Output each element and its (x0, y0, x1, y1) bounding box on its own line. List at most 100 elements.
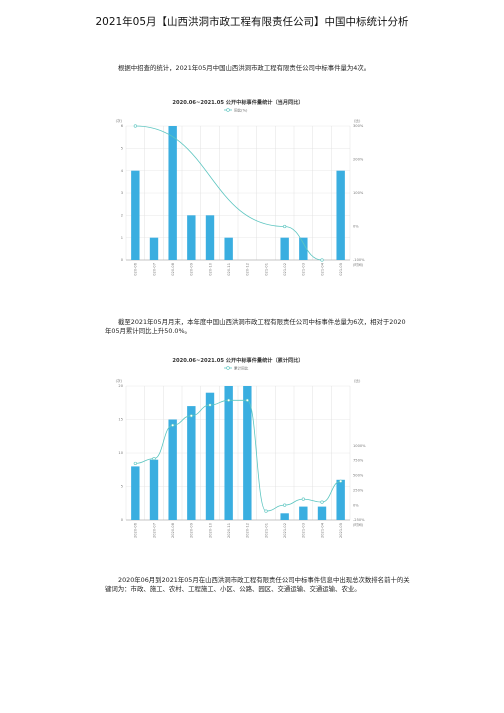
x-tick-label: 2020-06 (134, 262, 138, 276)
bar-2020-09 (187, 215, 196, 260)
chart-title: 2020.06~2021.05 公开中标事件量统计（累计同比） (172, 356, 303, 364)
bar-2020-08 (168, 419, 177, 520)
x-tick-label: 2021-03 (302, 523, 306, 538)
y-tick-label-left: 10 (118, 451, 123, 455)
x-tick-label: 2021-02 (283, 263, 287, 276)
chart-cumulative-svg: 2020.06~2021.05 公开中标事件量统计（累计同比）累计同比 (次) (比… (116, 356, 367, 538)
y-tick-label-left: 2 (121, 214, 123, 218)
bar-2020-06 (131, 170, 140, 260)
paragraph-keywords-text: 2020年06月到2021年05月在山西洪洞市政工程有限责任公司中标事件信息中出… (105, 576, 410, 594)
y-tick-label-left: 6 (121, 124, 124, 128)
y-tick-label-right: 0% (353, 225, 359, 229)
paragraph-keywords: 2020年06月到2021年05月在山西洪洞市政工程有限责任公司中标事件信息中出… (105, 576, 410, 594)
y-tick-label-left: 1 (121, 236, 123, 240)
y-axis-unit-left: (次) (116, 378, 123, 383)
y-axis-unit-left: (次) (116, 118, 123, 123)
bar-2021-05 (336, 170, 345, 260)
legend-marker (226, 366, 230, 370)
chart-cumulative: 2020.06~2021.05 公开中标事件量统计（累计同比） 累计同比 (次) (比… (100, 354, 390, 540)
bar-2020-12 (243, 386, 252, 520)
point-2020-09 (189, 414, 193, 418)
point-2021-04 (320, 500, 324, 504)
y-tick-label-right: 300% (353, 124, 364, 128)
x-tick-label: 2020-10 (208, 262, 212, 276)
point-2020-06 (133, 461, 137, 466)
x-tick-label: 2021-03 (302, 263, 306, 276)
point-2020-10 (208, 403, 212, 407)
bar-2020-08 (168, 126, 177, 260)
bar-2021-03 (299, 506, 308, 520)
bar-2021-02 (280, 513, 289, 520)
series-line-growth (135, 125, 323, 261)
y-tick-label-left: 0 (121, 258, 124, 262)
x-tick-label: 2020-06 (134, 522, 138, 538)
x-tick-label: 2020-11 (227, 523, 231, 538)
x-tick-label: 2021-01 (264, 523, 268, 538)
bar-2021-03 (299, 237, 308, 260)
y-tick-label-left: 0 (121, 518, 124, 522)
paragraph-cumulative: 截至2021年05月月末，本年度中国山西洪洞市政工程有限责任公司中标事件总量为6… (105, 318, 410, 336)
x-tick-label: 2021-04 (320, 522, 324, 538)
point-2020-12 (245, 398, 249, 402)
bar-2021-04 (317, 506, 327, 520)
point-2020-06 (133, 124, 137, 128)
x-tick-label: 2020-08 (171, 262, 175, 276)
y-tick-label-right: 1000% (353, 444, 366, 448)
x-tick-label: 2020-12 (246, 523, 250, 538)
point-2020-08 (171, 423, 175, 427)
bar-2020-10 (205, 215, 215, 260)
bar-2020-07 (149, 459, 159, 520)
bar-2020-11 (224, 386, 233, 520)
bar-2020-07 (149, 237, 159, 260)
x-tick-label: 2020-07 (152, 523, 156, 538)
x-axis-unit-right: (时间) (353, 522, 364, 527)
y-tick-label-left: 5 (121, 147, 123, 151)
x-axis-unit-right: (时间) (353, 262, 364, 267)
y-tick-label-left: 5 (121, 485, 123, 489)
y-tick-label-right: 500% (353, 474, 364, 478)
legend-label: 累计同比 (234, 365, 249, 370)
legend-label: 同比(%) (234, 107, 248, 112)
y-tick-label-right: 0% (353, 503, 359, 507)
point-2021-02 (283, 224, 287, 229)
point-2021-05 (339, 479, 343, 483)
bar-2020-11 (224, 237, 233, 260)
legend-marker (226, 108, 230, 112)
point-2021-04 (320, 258, 324, 262)
chart-monthly: 2020.06~2021.05 公开中标事件量统计（当月同比） 同比(%) (次) (… (100, 96, 390, 276)
x-tick-label: 2021-05 (339, 263, 343, 276)
point-2021-02 (283, 503, 287, 507)
x-tick-label: 2020-07 (152, 263, 156, 276)
x-tick-label: 2021-01 (264, 263, 268, 276)
paragraph-monthly-text: 根据中招查的统计，2021年05月中国山西洪洞市政工程有限责任公司中标事件量为4… (118, 64, 371, 72)
paragraph-monthly: 根据中招查的统计，2021年05月中国山西洪洞市政工程有限责任公司中标事件量为4… (105, 64, 410, 73)
point-2020-11 (227, 398, 231, 402)
y-tick-label-left: 3 (121, 191, 123, 195)
x-tick-label: 2021-04 (320, 262, 324, 276)
y-tick-label-right: -250% (353, 518, 365, 522)
chart-monthly-svg: 2020.06~2021.05 公开中标事件量统计（当月同比）同比(%) (次) (… (116, 98, 366, 276)
y-tick-label-left: 4 (121, 169, 124, 173)
y-tick-label-left: 15 (118, 418, 123, 422)
x-tick-label: 2020-09 (190, 522, 194, 538)
x-tick-label: 2020-09 (190, 262, 194, 276)
bar-2020-10 (205, 392, 215, 520)
bar-2020-09 (187, 406, 196, 520)
bar-2021-05 (336, 479, 345, 520)
point-2020-07 (152, 457, 156, 461)
y-tick-label-right: 250% (353, 488, 364, 492)
y-tick-label-right: 200% (353, 158, 364, 162)
x-tick-label: 2021-02 (283, 523, 287, 538)
y-axis-unit-right: (比) (354, 118, 361, 123)
x-tick-label: 2020-08 (171, 522, 175, 538)
y-axis-unit-right: (比) (354, 378, 361, 383)
x-tick-label: 2020-12 (246, 263, 250, 276)
chart-title: 2020.06~2021.05 公开中标事件量统计（当月同比） (172, 98, 303, 106)
x-tick-label: 2021-05 (339, 523, 343, 538)
y-tick-label-left: 20 (118, 384, 123, 388)
y-tick-label-right: 100% (353, 191, 364, 195)
point-2021-03 (301, 497, 305, 501)
y-tick-label-right: -100% (353, 258, 365, 262)
page-title: 2021年05月【山西洪洞市政工程有限责任公司】中国中标统计分析 (95, 16, 409, 28)
point-2021-01 (264, 509, 268, 513)
